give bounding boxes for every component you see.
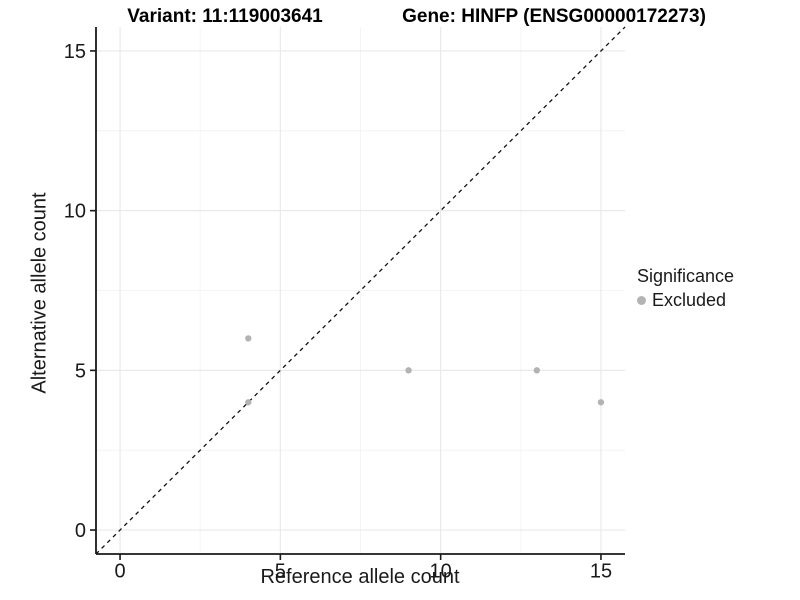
legend: Significance Excluded [637,266,734,311]
y-tick-label: 0 [75,520,86,542]
data-point [533,367,541,374]
variant-title: Variant: 11:119003641 [127,6,323,27]
y-tick-label: 15 [64,41,86,63]
x-tick-label: 15 [590,561,612,583]
legend-point-icon [637,296,646,305]
y-tick-label: 10 [64,201,86,223]
y-axis-title: Alternative allele count [28,192,51,394]
data-point [597,399,605,406]
x-tick-label: 5 [275,561,286,583]
legend-title: Significance [637,266,735,286]
data-point [245,399,252,406]
x-tick-label: 0 [114,561,125,583]
data-point [245,335,252,342]
gene-title: Gene: HINFP (ENSG00000172273) [402,6,706,27]
legend-item-excluded: Excluded [637,290,734,311]
y-tick-label: 5 [75,360,86,382]
x-tick-label: 10 [430,561,452,583]
data-point [405,367,412,374]
legend-item-label: Excluded [652,290,727,310]
x-axis-title: Reference allele count [260,566,460,588]
